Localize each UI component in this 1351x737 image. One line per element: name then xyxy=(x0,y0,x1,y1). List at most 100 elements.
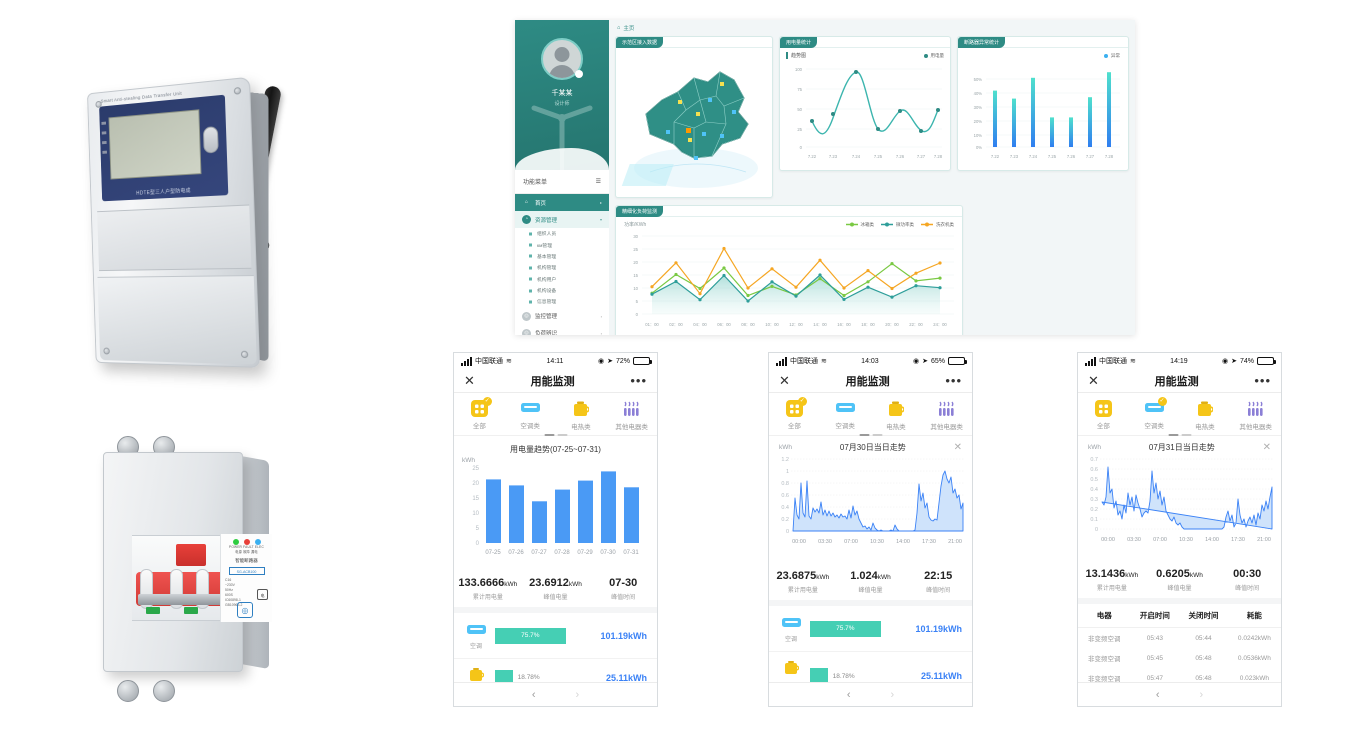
breaker-bar-chart: 50% 40% 30% 20% 10% 0% xyxy=(974,72,1120,159)
column-header-appliance: 电器 xyxy=(1078,604,1131,628)
category-other-appliances[interactable]: 其他电器类 xyxy=(606,400,657,431)
submenu-item[interactable]: 基本管理 xyxy=(515,251,609,262)
cell-appliance: 非变频空调 xyxy=(1088,676,1121,683)
page-title: 用能监测 xyxy=(530,375,575,388)
svg-text:50: 50 xyxy=(797,107,802,112)
dashboard-sidebar[interactable]: 千某某 设计师 功能菜单 ☰ ⌂ 首页 ▸ ◔ 资源管理 ▾ 组织人员 км管理… xyxy=(515,20,609,335)
category-air-conditioner[interactable]: ✓ 空调类 xyxy=(1129,397,1180,431)
svg-text:0.4: 0.4 xyxy=(781,505,789,511)
sidebar-item-resource-management[interactable]: ◔ 资源管理 ▾ xyxy=(515,211,609,228)
svg-text:7.25: 7.25 xyxy=(1048,154,1057,159)
submenu-item[interactable]: 组织人员 xyxy=(515,228,609,239)
prev-page-button[interactable]: ‹ xyxy=(531,688,536,701)
phone-screenshot-1[interactable]: 中国联通 ≋ 14:11 ◉ ➤ 72% ✕ 用能监测 ••• ✓ 全部 空调类… xyxy=(453,352,658,707)
prev-page-button[interactable]: ‹ xyxy=(1155,688,1160,701)
close-icon[interactable]: ✕ xyxy=(464,372,475,388)
location-icon: ➤ xyxy=(1231,358,1237,365)
sidebar-item-home[interactable]: ⌂ 首页 ▸ xyxy=(515,194,609,211)
category-air-conditioner[interactable]: 空调类 xyxy=(820,400,871,431)
panel-breaker-anomaly-statistics[interactable]: 断路器异常统计 异常 50% 40% 30% xyxy=(957,36,1129,171)
nav-bar[interactable]: ✕ 用能监测 ••• xyxy=(454,369,657,393)
sidebar-submenu[interactable]: 组织人员 км管理 基本管理 机构管理 机构用户 机构设备 信息管理 xyxy=(515,228,609,308)
stat-label: 峰值时间 xyxy=(611,595,636,601)
sidebar-item-monitor-management[interactable]: ◎ 监控管理 › xyxy=(515,308,609,325)
more-icon[interactable]: ••• xyxy=(630,373,647,388)
category-electric-heating[interactable]: 电热类 xyxy=(556,400,607,431)
prev-page-button[interactable]: ‹ xyxy=(846,688,851,701)
signal-icon xyxy=(461,356,472,366)
close-icon[interactable]: ✕ xyxy=(1088,372,1099,388)
more-icon[interactable]: ••• xyxy=(945,373,962,388)
nav-bar[interactable]: ✕ 用能监测 ••• xyxy=(1078,369,1281,393)
dashboard-main: ⌂ 主页 示范区接入数据 xyxy=(609,20,1135,335)
category-label: 电热类 xyxy=(571,424,591,431)
cell-appliance: 非变频空调 xyxy=(1088,636,1121,643)
sidebar-menu[interactable]: ⌂ 首页 ▸ ◔ 资源管理 ▾ 组织人员 км管理 基本管理 机构管理 机构用户… xyxy=(515,194,609,335)
category-tabs[interactable]: 全部 ✓ 空调类 电热类 其他电器类 xyxy=(1078,393,1281,436)
category-other-appliances[interactable]: 其他电器类 xyxy=(1230,400,1281,431)
menu-collapse-icon[interactable]: ☰ xyxy=(595,179,601,185)
bar-track: 75.7% xyxy=(810,620,903,637)
submenu-item[interactable]: км管理 xyxy=(515,239,609,250)
next-page-button[interactable]: › xyxy=(1199,688,1204,701)
category-tabs[interactable]: ✓ 全部 空调类 电热类 其他电器类 xyxy=(454,393,657,436)
svg-text:0.7: 0.7 xyxy=(1090,457,1098,463)
next-page-button[interactable]: › xyxy=(575,688,580,701)
menu-header-label: 功能菜单 xyxy=(523,180,548,186)
chevron-icon: › xyxy=(600,313,602,319)
breadcrumb-label[interactable]: 主页 xyxy=(623,26,635,32)
panel-header-line xyxy=(616,37,772,48)
category-tabs[interactable]: ✓ 全部 空调类 电热类 其他电器类 xyxy=(769,393,972,436)
wave-decoration xyxy=(515,148,609,170)
beijing-region-map[interactable] xyxy=(616,48,772,196)
kettle-icon xyxy=(1198,401,1214,416)
submenu-item[interactable]: 机构设备 xyxy=(515,285,609,296)
breaker-red-marker xyxy=(176,544,206,566)
web-dashboard[interactable]: 千某某 设计师 功能菜单 ☰ ⌂ 首页 ▸ ◔ 资源管理 ▾ 组织人员 км管理… xyxy=(515,20,1135,335)
category-other-appliances[interactable]: 其他电器类 xyxy=(921,400,972,431)
svg-text:30: 30 xyxy=(633,234,638,239)
svg-text:14:00: 14:00 xyxy=(1205,537,1219,543)
category-all[interactable]: ✓ 全部 xyxy=(454,397,505,431)
submenu-item[interactable]: 信息管理 xyxy=(515,296,609,307)
category-electric-heating[interactable]: 电热类 xyxy=(1180,400,1231,431)
breaker-title: 智能断路器 xyxy=(235,558,258,563)
breadcrumb[interactable]: ⌂ 主页 xyxy=(609,20,1135,36)
nav-bar[interactable]: ✕ 用能监测 ••• xyxy=(769,369,972,393)
svg-text:7.22: 7.22 xyxy=(991,154,1000,159)
panel-usage-statistics[interactable]: 用电量统计 趋势图 用电量 100 75 xyxy=(779,36,951,171)
phone-screenshot-2[interactable]: 中国联通 ≋ 14:03 ◉ ➤ 65% ✕ 用能监测 ••• ✓ 全部 空调类… xyxy=(768,352,973,707)
panel-title: 断路器异常统计 xyxy=(958,37,1006,48)
phone-screenshot-3[interactable]: 中国联通 ≋ 14:19 ◉ ➤ 74% ✕ 用能监测 ••• 全部 ✓ 空调类… xyxy=(1077,352,1282,707)
close-chart-icon[interactable]: ✕ xyxy=(1262,442,1271,453)
legend-label: 微功率类 xyxy=(896,221,914,227)
submenu-item[interactable]: 机构用户 xyxy=(515,274,609,285)
air-conditioner-icon xyxy=(1144,403,1164,412)
category-air-conditioner[interactable]: 空调类 xyxy=(505,400,556,431)
next-page-button[interactable]: › xyxy=(890,688,895,701)
table-header-row: 电器 开启时间 关闭时间 耗能 xyxy=(1078,604,1281,628)
pager[interactable]: ‹ › xyxy=(769,682,972,706)
table-row: 非变频空调 05:45 05:48 0.0536kWh xyxy=(1078,648,1281,668)
sidebar-item-load-identification[interactable]: ◎ 负荷辨识 › xyxy=(515,325,609,335)
bar-icon-wrap xyxy=(464,667,488,688)
category-all[interactable]: 全部 xyxy=(1078,400,1129,431)
submenu-item[interactable]: 机构管理 xyxy=(515,262,609,273)
svg-text:25: 25 xyxy=(472,466,479,472)
bar-track: 18.78% xyxy=(810,668,903,684)
svg-text:20：00: 20：00 xyxy=(885,322,899,327)
more-icon[interactable]: ••• xyxy=(1254,373,1271,388)
battery-percent: 65% xyxy=(930,357,945,365)
pager[interactable]: ‹ › xyxy=(454,682,657,706)
day-chart-header: kWh 07月31日当日走势 ✕ xyxy=(1078,436,1281,453)
pager[interactable]: ‹ › xyxy=(1078,682,1281,706)
dtu-button xyxy=(202,126,219,154)
close-icon[interactable]: ✕ xyxy=(779,372,790,388)
panel-demo-zone-map[interactable]: 示范区接入数据 xyxy=(615,36,773,198)
close-chart-icon[interactable]: ✕ xyxy=(953,442,962,453)
panel-refined-load-monitoring[interactable]: 精细化负荷监测 功率/KWh 冰箱类 微功率类 xyxy=(615,205,963,335)
stat-peak-time: 07-30 峰值时间 xyxy=(589,577,657,601)
category-all[interactable]: ✓ 全部 xyxy=(769,397,820,431)
sidebar-item-label: 首页 xyxy=(535,200,547,207)
category-electric-heating[interactable]: 电热类 xyxy=(871,400,922,431)
